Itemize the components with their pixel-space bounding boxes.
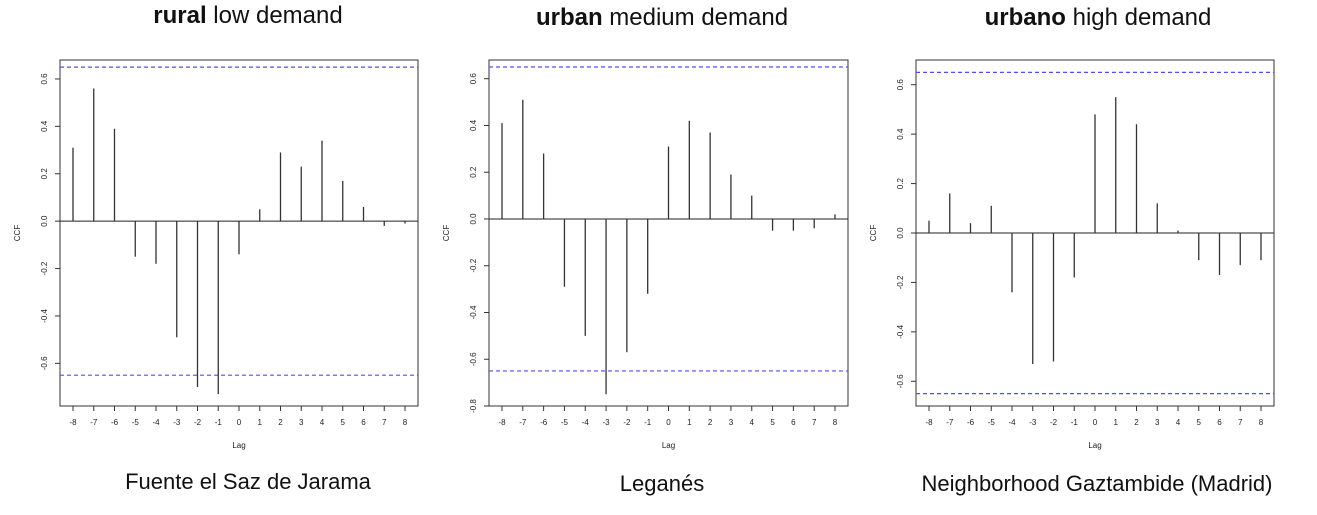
y-axis-label: CCF [13, 225, 22, 242]
x-axis-label: Lag [662, 441, 675, 450]
x-tick-label: 6 [361, 418, 366, 427]
x-tick-label: 8 [833, 418, 838, 427]
y-tick-label: -0.4 [896, 324, 905, 338]
x-tick-label: 4 [750, 418, 755, 427]
panel-2-caption: Leganés [619, 471, 705, 496]
x-tick-label: -5 [988, 418, 996, 427]
x-tick-label: -7 [90, 418, 98, 427]
x-tick-label: 4 [1176, 418, 1181, 427]
x-tick-label: -5 [561, 418, 569, 427]
x-tick-label: 4 [320, 418, 325, 427]
x-tick-label: -8 [925, 418, 933, 427]
y-tick-label: -0.4 [469, 305, 478, 319]
x-tick-label: -6 [540, 418, 548, 427]
x-tick-label: -1 [215, 418, 223, 427]
y-tick-label: 0.2 [896, 177, 905, 189]
y-tick-label: 0.6 [896, 79, 905, 91]
x-axis-label: Lag [1088, 441, 1101, 450]
x-tick-label: -7 [946, 418, 954, 427]
x-axis-label: Lag [232, 441, 245, 450]
x-tick-label: 1 [687, 418, 692, 427]
x-tick-label: 1 [1114, 418, 1119, 427]
x-tick-label: -8 [498, 418, 506, 427]
x-tick-label: -5 [132, 418, 140, 427]
y-tick-label: 0.4 [40, 120, 49, 132]
y-tick-label: -0.6 [896, 374, 905, 388]
x-tick-label: 5 [1197, 418, 1202, 427]
x-tick-label: 0 [666, 418, 671, 427]
x-tick-label: 2 [1134, 418, 1139, 427]
y-tick-label: -0.8 [469, 399, 478, 413]
y-tick-label: -0.2 [469, 258, 478, 272]
x-tick-label: 6 [791, 418, 796, 427]
x-tick-label: -2 [1050, 418, 1058, 427]
y-tick-label: -0.2 [896, 275, 905, 289]
x-tick-label: -8 [69, 418, 77, 427]
x-tick-label: -3 [603, 418, 611, 427]
x-tick-label: -1 [1071, 418, 1079, 427]
x-tick-label: -3 [173, 418, 181, 427]
y-tick-label: 0.6 [469, 73, 478, 85]
x-tick-label: 6 [1217, 418, 1222, 427]
x-tick-label: 0 [237, 418, 242, 427]
y-tick-label: 0.2 [469, 166, 478, 178]
ccf-chart-urbano: -8 -7 -6 -5 -4 -3 -2 -1 0 1 2 3 4 5 6 7 8 -0.6 -0.4 -0.2 0.0… [869, 59, 1275, 450]
panel-1-caption: Fuente el Saz de Jarama [125, 469, 371, 494]
x-tick-label: 7 [382, 418, 387, 427]
ccf-chart-rural: -8 -7 -6 -5 -4 -3 -2 -1 0 1 2 3 4 5 6 7 8 -0.6 -0.4 -0.2 0.0… [13, 59, 419, 450]
x-tick-label: 5 [770, 418, 775, 427]
x-tick-label: -6 [967, 418, 975, 427]
x-tick-label: -4 [582, 418, 590, 427]
y-axis-label: CCF [442, 225, 451, 242]
x-tick-label: 3 [299, 418, 304, 427]
x-tick-label: 2 [278, 418, 283, 427]
y-tick-label: -0.6 [469, 352, 478, 366]
y-tick-label: 0.2 [40, 168, 49, 180]
x-tick-label: 1 [258, 418, 263, 427]
y-tick-label: -0.2 [40, 261, 49, 275]
y-axis-label: CCF [869, 225, 878, 242]
x-tick-label: 3 [729, 418, 734, 427]
x-tick-label: -7 [519, 418, 527, 427]
x-tick-label: 5 [341, 418, 346, 427]
x-tick-label: -6 [111, 418, 119, 427]
panel-3-caption: Neighborhood Gaztambide (Madrid) [921, 471, 1273, 496]
x-tick-label: 2 [708, 418, 713, 427]
y-tick-label: 0.4 [469, 119, 478, 131]
y-tick-label: 0.0 [40, 215, 49, 227]
x-tick-label: 7 [812, 418, 817, 427]
x-tick-label: -2 [623, 418, 631, 427]
y-tick-label: -0.4 [40, 309, 49, 323]
y-tick-label: 0.0 [896, 227, 905, 239]
x-tick-label: 8 [1259, 418, 1264, 427]
x-tick-label: -4 [1008, 418, 1016, 427]
panel-2-title: urban medium demand [535, 4, 789, 31]
x-tick-label: -1 [644, 418, 652, 427]
x-tick-label: -4 [152, 418, 160, 427]
x-tick-label: 8 [403, 418, 408, 427]
y-tick-label: 0.0 [469, 213, 478, 225]
ccf-chart-urban: -8 -7 -6 -5 -4 -3 -2 -1 0 1 2 3 4 5 6 7 8 -0.8 -0.6 -0.4 -0.… [442, 59, 849, 450]
plot-frame [488, 59, 849, 407]
x-tick-label: 3 [1155, 418, 1160, 427]
x-tick-label: -2 [194, 418, 202, 427]
x-tick-label: 0 [1093, 418, 1098, 427]
panel-3-title: urbano high demand [984, 4, 1212, 31]
y-tick-label: -0.6 [40, 356, 49, 370]
y-tick-label: 0.6 [40, 73, 49, 85]
panel-1-title: rural low demand [153, 2, 343, 29]
y-tick-label: 0.4 [896, 128, 905, 140]
x-tick-label: -3 [1029, 418, 1037, 427]
x-tick-label: 7 [1238, 418, 1243, 427]
